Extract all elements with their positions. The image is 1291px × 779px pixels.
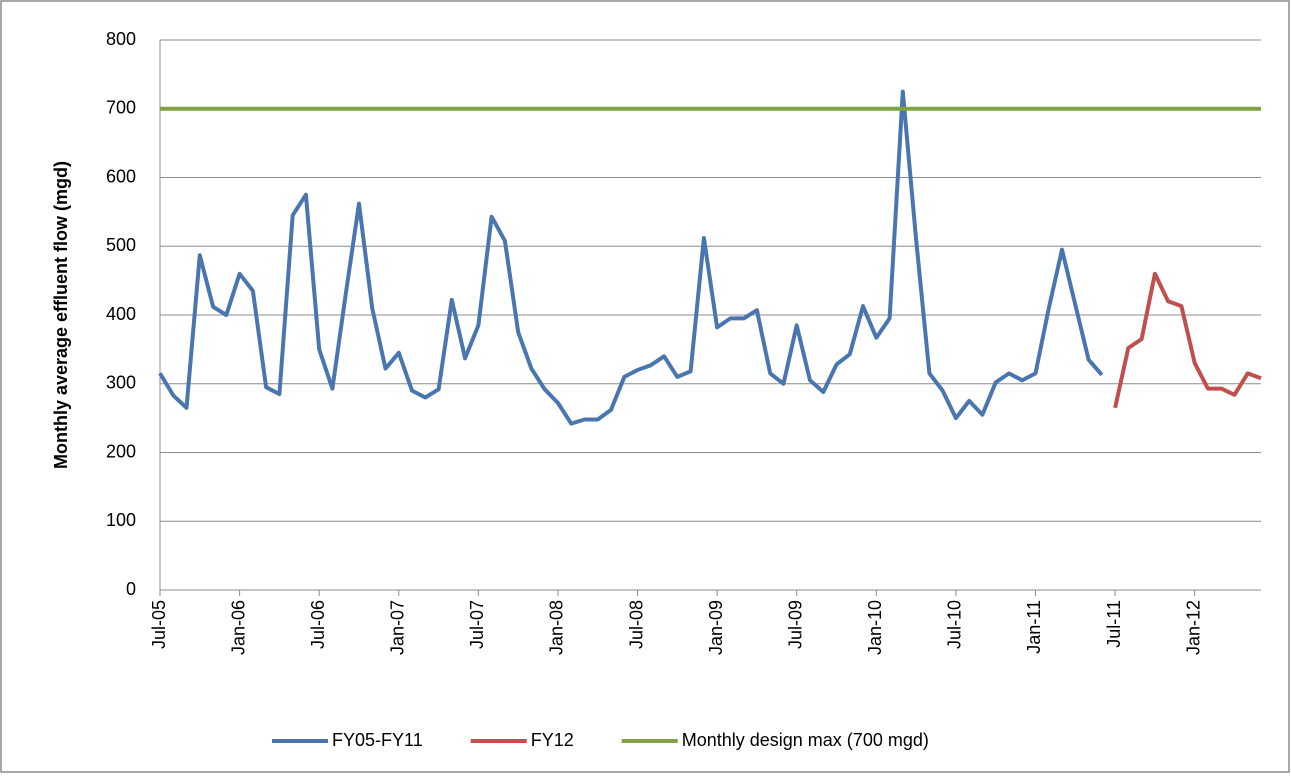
x-tick-label: Jan-11 [1024, 600, 1044, 654]
y-tick-label: 800 [106, 29, 136, 49]
x-tick-label: Jul-08 [626, 600, 646, 649]
x-tick-label: Jan-07 [388, 600, 408, 655]
x-tick-label: Jan-06 [228, 600, 248, 655]
y-tick-label: 500 [106, 235, 136, 255]
x-tick-label: Jul-06 [308, 600, 328, 649]
series-line [1113, 271, 1262, 409]
x-tick-label: Jul-05 [149, 600, 169, 649]
series-line [158, 89, 1104, 426]
legend-label: Monthly design max (700 mgd) [682, 730, 929, 750]
legend-label: FY12 [531, 730, 574, 750]
y-tick-label: 0 [126, 579, 136, 599]
x-tick-label: Jan-10 [865, 600, 885, 655]
y-tick-label: 100 [106, 510, 136, 530]
y-tick-label: 400 [106, 304, 136, 324]
y-tick-label: 300 [106, 373, 136, 393]
y-tick-label: 700 [106, 98, 136, 118]
legend-label: FY05-FY11 [332, 730, 423, 750]
x-tick-label: Jan-12 [1183, 600, 1203, 655]
x-tick-label: Jul-09 [785, 600, 805, 649]
x-tick-label: Jan-08 [547, 600, 567, 655]
x-tick-label: Jan-09 [706, 600, 726, 655]
y-tick-label: 200 [106, 441, 136, 461]
x-tick-label: Jul-11 [1104, 600, 1124, 648]
y-tick-label: 600 [106, 166, 136, 186]
y-axis-title: Monthly average effluent flow (mgd) [51, 161, 71, 469]
x-tick-label: Jul-10 [945, 600, 965, 649]
x-tick-label: Jul-07 [467, 600, 487, 649]
